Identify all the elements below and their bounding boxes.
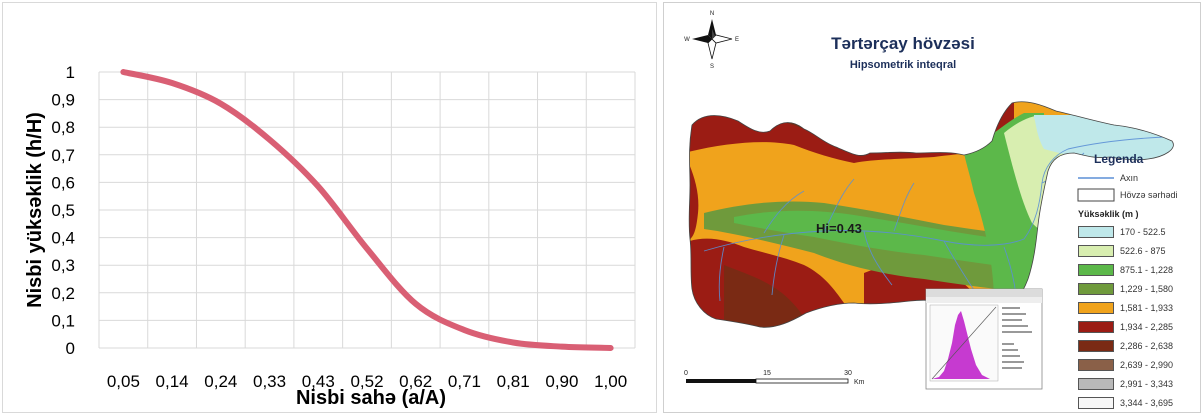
legend-class-item: 1,229 - 1,580 xyxy=(1078,281,1173,296)
legend-class-item: 522.6 - 875 xyxy=(1078,243,1166,258)
legend-class-item: 2,991 - 3,343 xyxy=(1078,376,1173,391)
legend-class-label: 3,344 - 3,695 xyxy=(1120,397,1174,408)
legend-swatch xyxy=(1078,263,1114,276)
legend-swatch xyxy=(1078,282,1114,295)
legend-class-label: 2,286 - 2,638 xyxy=(1120,340,1174,351)
legend-river-label: Axın xyxy=(1120,173,1138,183)
hi-value-label: Hi=0.43 xyxy=(816,221,862,236)
x-tick-label: 0,33 xyxy=(253,372,286,391)
chart-svg: 00,10,20,30,40,50,60,70,80,91 0,05 0,14 0,… xyxy=(24,63,636,409)
legend-class-label: 1,229 - 1,580 xyxy=(1120,283,1174,294)
basin-boundary xyxy=(688,101,1174,328)
legend-class-label: 522.6 - 875 xyxy=(1120,245,1166,256)
y-tick-labels: 0 0,1 0,2 0,3 0,4 0,5 0,6 0,7 0,8 0,9 1 xyxy=(51,63,75,358)
legend-class-item: 2,639 - 2,990 xyxy=(1078,357,1173,372)
x-tick-label: 0,14 xyxy=(156,372,189,391)
scale-unit: Km xyxy=(854,379,865,386)
y-tick-label: 0,8 xyxy=(51,118,75,137)
scale-tick-0: 0 xyxy=(684,370,688,377)
hypsometric-chart: 0 0,1 0,2 0,3 0,4 0,5 0,6 0,7 0,8 0,9 1 0,05 0,14 0,… xyxy=(2,2,657,413)
legend-class-item: 3,344 - 3,695 xyxy=(1078,395,1173,410)
compass-n: N xyxy=(710,11,714,17)
legend-swatch xyxy=(1078,225,1114,238)
x-tick-label: 0,43 xyxy=(302,372,335,391)
y-tick-label: 0,5 xyxy=(51,201,75,220)
x-tick-label: 1,00 xyxy=(594,372,627,391)
compass-s: S xyxy=(710,64,714,70)
y-axis-label: Nisbi yüksəklik (h/H) xyxy=(24,112,46,308)
legend-swatch xyxy=(1078,396,1114,409)
legend-swatch xyxy=(1078,377,1114,390)
boundary-legend-box xyxy=(1077,188,1115,202)
legend-swatch xyxy=(1078,301,1114,314)
legend-class-item: 1,934 - 2,285 xyxy=(1078,319,1173,334)
series-line xyxy=(120,69,614,351)
legend-class-label: 875.1 - 1,228 xyxy=(1120,264,1174,275)
chart-grid xyxy=(98,71,636,349)
y-tick-label: 0,9 xyxy=(51,91,75,110)
x-tick-label: 0,81 xyxy=(497,372,530,391)
legend-class-label: 1,934 - 2,285 xyxy=(1120,321,1174,332)
y-tick-label: 0,2 xyxy=(51,284,75,303)
legend-elevation-title: Yüksəklik (m ) xyxy=(1078,209,1139,219)
scale-tick-15: 15 xyxy=(763,370,771,377)
x-tick-label: 0,52 xyxy=(350,372,383,391)
compass-rose-icon: N S E W xyxy=(684,11,739,70)
compass-e: E xyxy=(735,37,739,43)
x-tick-label: 0,24 xyxy=(204,372,237,391)
y-tick-label: 0,7 xyxy=(51,146,75,165)
legend-class-item: 1,581 - 1,933 xyxy=(1078,300,1173,315)
legend-swatch xyxy=(1078,244,1114,257)
data-series xyxy=(120,69,614,351)
x-tick-label: 0,62 xyxy=(399,372,432,391)
map-subtitle: Hipsometrik inteqral xyxy=(850,59,956,71)
y-tick-label: 0,3 xyxy=(51,256,75,275)
legend-title: Legenda xyxy=(1094,152,1144,166)
scale-tick-30: 30 xyxy=(844,370,852,377)
x-tick-label: 0,05 xyxy=(107,372,140,391)
histogram-inset xyxy=(925,288,1043,390)
legend-class-item: 170 - 522.5 xyxy=(1078,224,1166,239)
legend-class-label: 2,639 - 2,990 xyxy=(1120,359,1174,370)
legend-class-item: 875.1 - 1,228 xyxy=(1078,262,1173,277)
y-tick-label: 1 xyxy=(66,63,75,82)
legend-swatch xyxy=(1078,358,1114,371)
compass-w: W xyxy=(684,37,690,43)
y-tick-label: 0,1 xyxy=(51,311,75,330)
x-tick-label: 0,90 xyxy=(545,372,578,391)
map-svg: N S E W Tərtərçay hövzəsi Hipsometrik in… xyxy=(684,11,1178,390)
y-tick-label: 0,6 xyxy=(51,173,75,192)
y-tick-label: 0,4 xyxy=(51,229,75,248)
legend-swatch xyxy=(1078,320,1114,333)
scale-bar: 0 15 30 Km xyxy=(684,370,865,386)
legend-class-label: 2,991 - 3,343 xyxy=(1120,378,1174,389)
y-tick-label: 0 xyxy=(66,339,75,358)
basin-map: N S E W Tərtərçay hövzəsi Hipsometrik in… xyxy=(663,2,1201,413)
x-tick-labels: 0,05 0,14 0,24 0,33 0,43 0,52 0,62 0,71 0,81 0,90… xyxy=(107,372,627,391)
legend-class-label: 170 - 522.5 xyxy=(1120,226,1166,237)
x-axis-label: Nisbi sahə (a/A) xyxy=(296,387,446,409)
legend-boundary-label: Hövzə sərhədi xyxy=(1120,190,1178,200)
legend-class-item: 2,286 - 2,638 xyxy=(1078,338,1173,353)
legend-swatch xyxy=(1078,339,1114,352)
map-title: Tərtərçay hövzəsi xyxy=(831,34,975,53)
x-tick-label: 0,71 xyxy=(448,372,481,391)
legend-class-label: 1,581 - 1,933 xyxy=(1120,302,1174,313)
